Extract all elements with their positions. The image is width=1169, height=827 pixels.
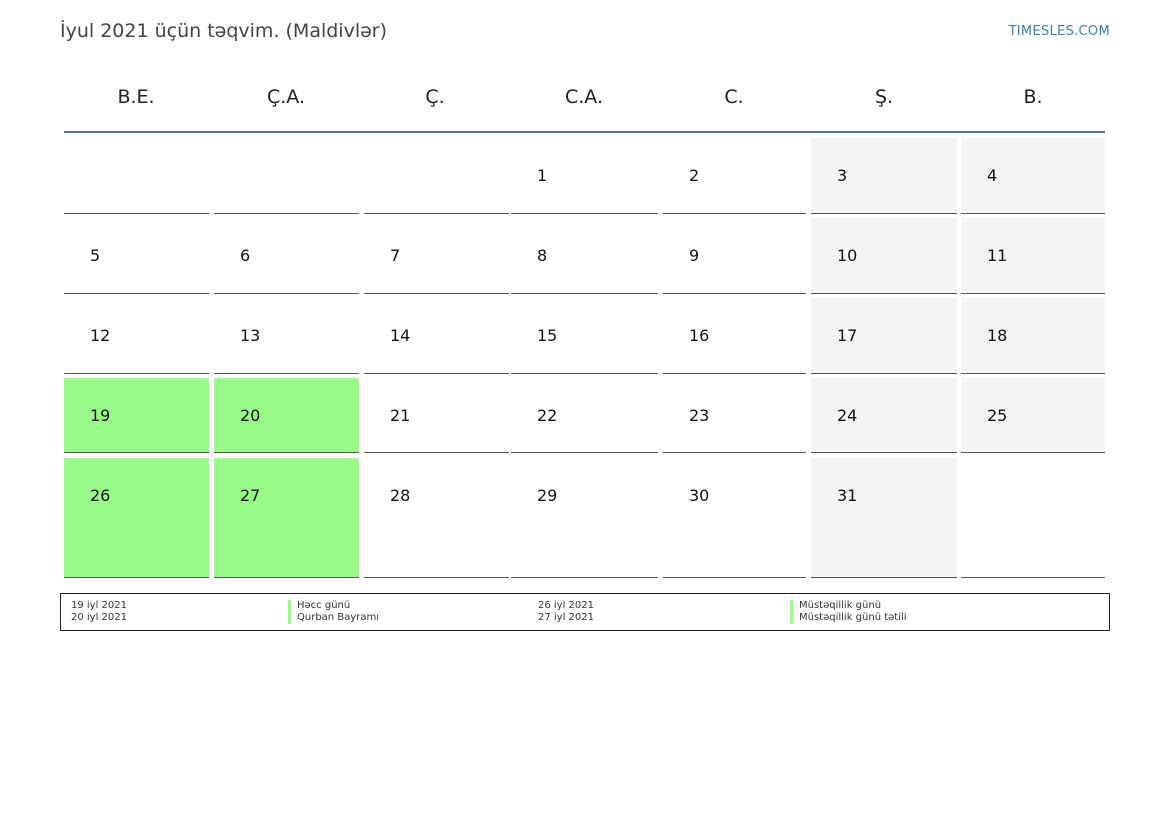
- day-cell: 21: [364, 378, 509, 453]
- day-number: 3: [837, 166, 848, 185]
- day-number: 26: [90, 486, 111, 505]
- day-cell: 31: [811, 458, 957, 578]
- day-cell: 7: [364, 218, 509, 294]
- weekday-label: C.: [724, 86, 744, 108]
- weekday-label: Ş.: [874, 86, 894, 108]
- day-number: 10: [837, 246, 858, 265]
- day-number: 15: [537, 326, 558, 345]
- day-number: 31: [837, 486, 858, 505]
- day-number: 24: [837, 406, 858, 425]
- day-number: 7: [390, 246, 401, 265]
- day-number: 2: [689, 166, 700, 185]
- day-number: 23: [689, 406, 710, 425]
- day-cell: 28: [364, 458, 509, 578]
- day-cell: 18: [961, 298, 1105, 374]
- legend-holiday-name: Həcc günü: [288, 600, 350, 612]
- day-cell: 10: [811, 218, 957, 294]
- day-cell: 6: [214, 218, 359, 294]
- day-number: 27: [240, 486, 261, 505]
- legend-holiday-name: Müstəqillik günü: [790, 600, 881, 612]
- day-cell: 26: [64, 458, 209, 578]
- day-number: 21: [390, 406, 411, 425]
- day-number: 13: [240, 326, 261, 345]
- day-cell: 29: [511, 458, 658, 578]
- legend-date: 20 iyl 2021: [71, 612, 128, 623]
- day-number: 29: [537, 486, 558, 505]
- day-number: 20: [240, 406, 261, 425]
- weekday-label: B.: [1023, 86, 1043, 108]
- day-number: 1: [537, 166, 548, 185]
- day-number: 18: [987, 326, 1008, 345]
- day-cell: 11: [961, 218, 1105, 294]
- legend-date: 19 iyl 2021: [71, 600, 128, 611]
- day-number: 25: [987, 406, 1008, 425]
- day-number: 12: [90, 326, 111, 345]
- day-number: 4: [987, 166, 998, 185]
- day-cell: 25: [961, 378, 1105, 453]
- day-cell: 12: [64, 298, 209, 374]
- day-cell: 30: [663, 458, 806, 578]
- day-number: 11: [987, 246, 1008, 265]
- day-cell: 9: [663, 218, 806, 294]
- day-number: 16: [689, 326, 710, 345]
- day-number: 5: [90, 246, 101, 265]
- day-number: 14: [390, 326, 411, 345]
- day-cell: 16: [663, 298, 806, 374]
- day-cell: 22: [511, 378, 658, 453]
- day-number: 22: [537, 406, 558, 425]
- legend-date: 27 iyl 2021: [538, 612, 595, 623]
- day-cell: 4: [961, 138, 1105, 214]
- day-cell: 5: [64, 218, 209, 294]
- empty-day-cell: [64, 138, 209, 214]
- weekday-label: Ç.A.: [266, 86, 305, 108]
- day-cell: 3: [811, 138, 957, 214]
- weekday-label: Ç.: [425, 86, 445, 108]
- empty-day-cell: [214, 138, 359, 214]
- day-cell: 8: [511, 218, 658, 294]
- brand-link[interactable]: TIMESLES.COM: [1008, 24, 1110, 39]
- day-number: 28: [390, 486, 411, 505]
- day-cell: 15: [511, 298, 658, 374]
- empty-day-cell: [961, 458, 1105, 578]
- day-number: 30: [689, 486, 710, 505]
- legend-date: 26 iyl 2021: [538, 600, 595, 611]
- day-cell: 23: [663, 378, 806, 453]
- day-number: 9: [689, 246, 700, 265]
- day-cell: 27: [214, 458, 359, 578]
- day-cell: 14: [364, 298, 509, 374]
- day-cell: 17: [811, 298, 957, 374]
- day-number: 17: [837, 326, 858, 345]
- legend-holiday-name: Qurban Bayramı: [288, 612, 379, 624]
- empty-day-cell: [364, 138, 509, 214]
- weekday-label: B.E.: [117, 86, 155, 108]
- legend-holiday-name: Müstəqillik günü tətili: [790, 612, 907, 624]
- day-cell: 20: [214, 378, 359, 453]
- header-divider: [64, 131, 1105, 133]
- day-cell: 19: [64, 378, 209, 453]
- day-number: 6: [240, 246, 251, 265]
- weekday-label: C.A.: [564, 86, 603, 108]
- day-cell: 13: [214, 298, 359, 374]
- day-number: 19: [90, 406, 111, 425]
- day-cell: 24: [811, 378, 957, 453]
- holiday-legend: 19 iyl 2021 Həcc günü 20 iyl 2021 Qurban…: [60, 593, 1110, 631]
- page-title: İyul 2021 üçün təqvim. (Maldivlər): [60, 20, 388, 42]
- day-cell: 2: [663, 138, 806, 214]
- day-number: 8: [537, 246, 548, 265]
- day-cell: 1: [511, 138, 658, 214]
